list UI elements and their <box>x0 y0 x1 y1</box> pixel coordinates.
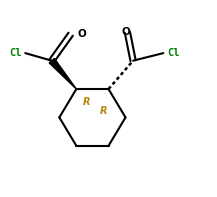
Polygon shape <box>49 59 76 89</box>
Text: O: O <box>77 29 86 39</box>
Text: Cl: Cl <box>167 48 180 58</box>
Text: Cl: Cl <box>9 48 21 58</box>
Text: O: O <box>121 27 130 37</box>
Text: R: R <box>100 106 107 116</box>
Text: R: R <box>83 97 90 107</box>
